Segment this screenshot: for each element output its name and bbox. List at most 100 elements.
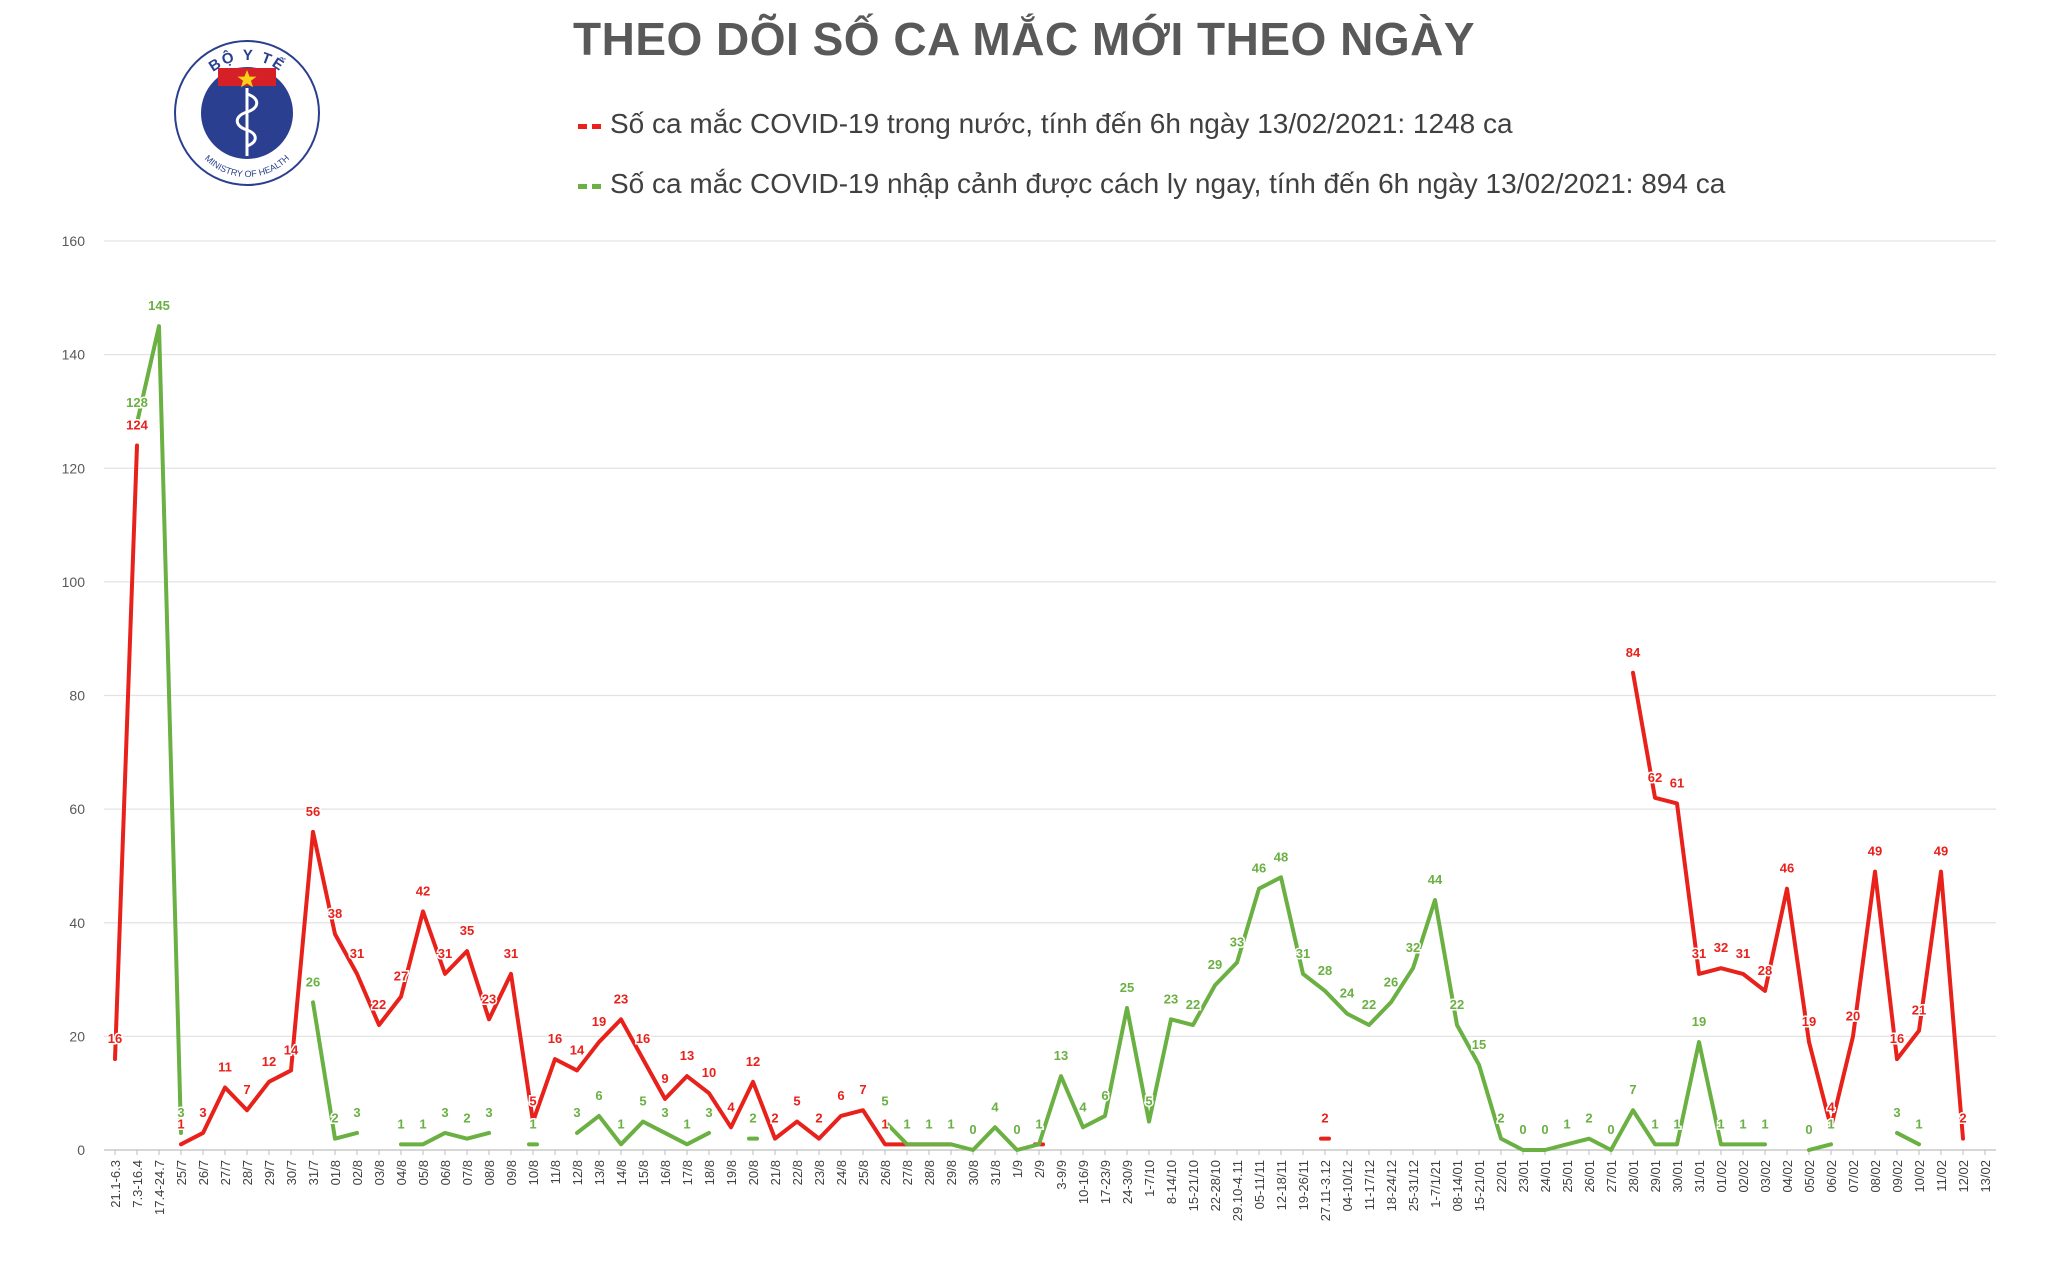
legend-label-domestic: Số ca mắc COVID-19 trong nước, tính đến …: [610, 108, 1513, 139]
x-tick-label: 22/8: [790, 1160, 805, 1185]
data-label-imported: 3: [1893, 1105, 1900, 1120]
y-tick-label: 0: [77, 1142, 85, 1158]
data-label-imported: 145: [148, 298, 170, 313]
x-tick-label: 17-23/9: [1098, 1160, 1113, 1204]
x-tick-label: 10/8: [526, 1160, 541, 1185]
series-line-imported: [575, 1113, 711, 1147]
x-tick-label: 7.3-16.4: [130, 1160, 145, 1208]
data-label-domestic: 16: [636, 1031, 650, 1046]
data-label-domestic: 5: [793, 1094, 800, 1109]
data-label-imported: 0: [1607, 1122, 1614, 1137]
x-tick-label: 06/02: [1824, 1160, 1839, 1193]
data-label-imported: 23: [1164, 991, 1178, 1006]
x-tick-label: 19/8: [724, 1160, 739, 1185]
data-label-imported: 2: [331, 1111, 338, 1126]
data-label-imported: 1: [397, 1116, 404, 1131]
x-tick-label: 17/8: [680, 1160, 695, 1185]
x-tick-label: 04/8: [394, 1160, 409, 1185]
data-label-domestic: 38: [328, 906, 342, 921]
data-label-domestic: 4: [727, 1099, 735, 1114]
legend-swatch-green: [578, 176, 606, 196]
x-tick-label: 31/8: [988, 1160, 1003, 1185]
y-tick-label: 80: [69, 688, 85, 704]
data-label-domestic: 35: [460, 923, 474, 938]
x-tick-label: 1-7/10: [1142, 1160, 1157, 1197]
data-label-imported: 6: [595, 1088, 602, 1103]
data-label-domestic: 49: [1934, 844, 1948, 859]
data-label-domestic: 7: [859, 1082, 866, 1097]
x-tick-label: 17.4-24.7: [152, 1160, 167, 1215]
x-tick-label: 02/8: [350, 1160, 365, 1185]
data-label-imported: 26: [1384, 974, 1398, 989]
x-tick-label: 29.10-4.11: [1230, 1160, 1245, 1221]
data-label-domestic: 31: [350, 946, 364, 961]
x-tick-label: 22-28/10: [1208, 1160, 1223, 1211]
data-label-domestic: 84: [1626, 645, 1641, 660]
data-label-domestic: 31: [504, 946, 518, 961]
x-tick-label: 11/02: [1934, 1160, 1949, 1192]
y-tick-label: 140: [62, 347, 86, 363]
data-label-domestic: 19: [592, 1014, 606, 1029]
data-label-imported: 1: [1651, 1116, 1658, 1131]
x-tick-label: 30/01: [1670, 1160, 1685, 1193]
data-label-domestic: 12: [262, 1054, 276, 1069]
data-label-domestic: 124: [126, 418, 148, 433]
x-tick-label: 14/8: [614, 1160, 629, 1185]
y-axis-ticks: 0 20 40 60 80 100 120 140 160: [62, 233, 86, 1158]
data-label-imported: 25: [1120, 980, 1134, 995]
x-tick-label: 19-26/11: [1296, 1160, 1311, 1210]
data-label-imported: 3: [705, 1105, 712, 1120]
series-line-domestic: [1631, 670, 1965, 1141]
data-label-imported: 15: [1472, 1037, 1486, 1052]
series-line-imported: [883, 875, 1767, 1152]
x-tick-label: 10/02: [1912, 1160, 1927, 1193]
x-tick-label: 28/7: [240, 1160, 255, 1185]
x-tick-label: 24/8: [834, 1160, 849, 1185]
data-label-imported: 1: [1717, 1116, 1724, 1131]
data-label-imported: 0: [1541, 1122, 1548, 1137]
x-tick-label: 29/7: [262, 1160, 277, 1185]
x-tick-label: 27.11-3.12: [1318, 1160, 1333, 1221]
data-label-domestic: 13: [680, 1048, 694, 1063]
x-tick-label: 1/9: [1010, 1160, 1025, 1178]
x-tick-label: 15-21/10: [1186, 1160, 1201, 1211]
x-tick-label: 28/01: [1626, 1160, 1641, 1193]
x-tick-label: 26/7: [196, 1160, 211, 1185]
data-label-imported: 31: [1296, 946, 1310, 961]
data-label-imported: 3: [177, 1105, 184, 1120]
data-label-imported: 33: [1230, 935, 1244, 950]
data-label-domestic: 16: [108, 1031, 122, 1046]
data-label-domestic: 1: [947, 1116, 954, 1131]
x-tick-label: 12-18/11: [1274, 1160, 1289, 1210]
data-label-imported: 4: [1079, 1099, 1087, 1114]
x-tick-label: 23/01: [1516, 1160, 1531, 1193]
x-tick-label: 25-31/12: [1406, 1160, 1421, 1211]
data-label-domestic: 16: [1890, 1031, 1904, 1046]
x-tick-label: 09/8: [504, 1160, 519, 1185]
data-label-domestic: 20: [1846, 1008, 1860, 1023]
x-tick-label: 12/02: [1956, 1160, 1971, 1193]
data-label-imported: 6: [1101, 1088, 1108, 1103]
data-label-domestic: 31: [438, 946, 452, 961]
data-label-domestic: 31: [1692, 946, 1706, 961]
x-tick-label: 18/8: [702, 1160, 717, 1185]
x-tick-label: 13/02: [1978, 1160, 1993, 1193]
data-label-domestic: 2: [771, 1111, 778, 1126]
data-label-imported: 22: [1450, 997, 1464, 1012]
data-label-imported: 7: [1629, 1082, 1636, 1097]
data-label-imported: 3: [485, 1105, 492, 1120]
data-label-imported: 24: [1340, 986, 1355, 1001]
x-tick-label: 04/02: [1780, 1160, 1795, 1193]
data-label-imported: 1: [419, 1116, 426, 1131]
data-label-domestic: 16: [548, 1031, 562, 1046]
series-line-imported: [311, 1000, 359, 1141]
x-tick-label: 26/8: [878, 1160, 893, 1185]
data-label-imported: 0: [1519, 1122, 1526, 1137]
data-label-imported: 1: [1761, 1116, 1768, 1131]
x-tick-label: 09/02: [1890, 1160, 1905, 1193]
chart-title: THEO DÕI SỐ CA MẮC MỚI THEO NGÀY: [573, 13, 1475, 65]
x-tick-label: 11-17/12: [1362, 1160, 1377, 1210]
data-label-domestic: 12: [746, 1054, 760, 1069]
data-label-imported: 1: [1563, 1116, 1570, 1131]
data-label-domestic: 1: [177, 1116, 184, 1131]
